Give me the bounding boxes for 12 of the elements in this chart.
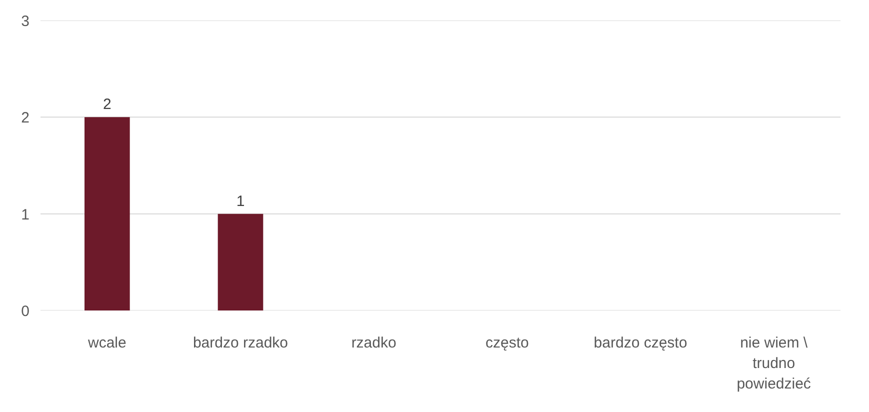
y-tick-label: 0 <box>21 303 30 320</box>
y-tick-label: 3 <box>21 13 30 30</box>
y-tick-label: 1 <box>21 206 30 224</box>
y-tick-label: 2 <box>21 110 30 127</box>
x-tick-label: rzadko <box>351 334 396 352</box>
data-label: 2 <box>102 96 112 114</box>
x-tick-label: często <box>485 334 529 352</box>
x-tick-label: wcale <box>86 334 126 352</box>
x-tick-label: bardzo rzadko <box>192 334 288 352</box>
data-label: 1 <box>236 192 245 210</box>
x-tick-label: nie wiem \ trudno powiedzieć <box>736 334 812 392</box>
x-tick-label: bardzo często <box>594 334 688 352</box>
